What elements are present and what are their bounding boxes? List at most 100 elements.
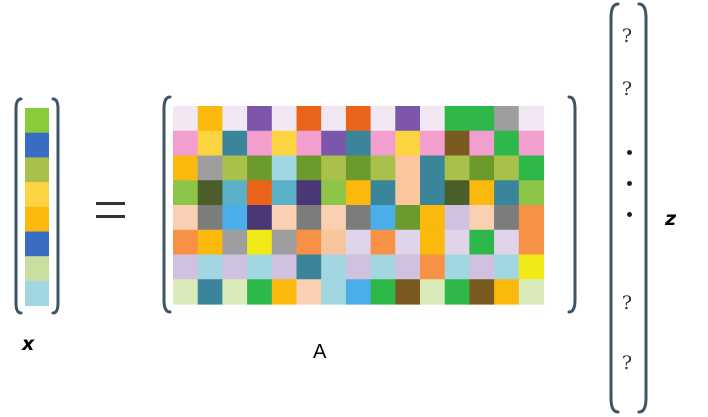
matrix-a-cell — [321, 205, 347, 231]
x-vector-label: x — [22, 333, 35, 355]
matrix-a-cell — [222, 205, 248, 231]
matrix-a-cell — [395, 106, 421, 132]
x-vector-brackets — [14, 97, 60, 315]
matrix-a-cell — [321, 106, 347, 132]
matrix-a-cell — [370, 205, 396, 231]
matrix-a-left-bracket — [162, 95, 172, 314]
matrix-a-cell — [420, 106, 446, 132]
matrix-a-cell — [444, 254, 470, 280]
matrix-a-cell — [197, 254, 223, 280]
matrix-a-cell — [518, 205, 545, 231]
matrix-a-cell — [370, 180, 396, 206]
matrix-a-cell — [395, 180, 421, 206]
matrix-a-cell — [444, 229, 470, 256]
matrix-a-cell — [197, 155, 223, 181]
z-vector-right-bracket — [637, 2, 648, 414]
matrix-a-cell — [345, 106, 372, 132]
matrix-a-cell — [494, 254, 520, 280]
matrix-a-cell — [518, 229, 545, 256]
matrix-a-cell — [345, 205, 372, 231]
matrix-a-cell — [321, 229, 347, 256]
matrix-a-cell — [222, 106, 248, 132]
matrix-a-cell — [197, 279, 223, 305]
matrix-a-cell — [494, 205, 520, 231]
matrix-a-cell — [173, 205, 199, 231]
matrix-a-cell — [420, 254, 446, 280]
matrix-a-cell — [296, 155, 322, 181]
matrix-a-cell — [173, 155, 199, 181]
matrix-a-cell — [345, 254, 372, 280]
matrix-a-cell — [370, 279, 396, 305]
matrix-a-cell — [395, 279, 421, 305]
matrix-a-cell — [469, 254, 495, 280]
z-vector-brackets — [609, 2, 648, 414]
matrix-a-cell — [197, 106, 223, 132]
x-vector-cell — [25, 280, 49, 307]
matrix-a-cell — [247, 205, 273, 231]
z-entry-n-1: ? — [621, 292, 633, 314]
matrix-a-cell — [469, 106, 495, 132]
matrix-a-right-bracket — [567, 95, 577, 314]
matrix-a-cell — [173, 180, 199, 206]
matrix-a-cell — [197, 229, 223, 256]
matrix-a-cell — [370, 130, 396, 157]
matrix-a-cell — [321, 155, 347, 181]
matrix-a-cell — [444, 180, 470, 206]
matrix-a-cell — [494, 229, 520, 256]
matrix-a-cell — [494, 180, 520, 206]
matrix-a-cell — [444, 155, 470, 181]
x-vector-cell — [25, 108, 49, 134]
matrix-a-cell — [173, 106, 199, 132]
matrix-a-cell — [271, 180, 298, 206]
matrix-a-cell — [420, 279, 446, 305]
matrix-a-cell — [494, 106, 520, 132]
matrix-a-cell — [296, 106, 322, 132]
equals-sign — [96, 202, 125, 218]
matrix-a-cell — [296, 205, 322, 231]
matrix-a-cell — [271, 279, 298, 305]
matrix-a-cell — [345, 130, 372, 157]
matrix-a-cell — [345, 155, 372, 181]
z-ellipsis-dot — [627, 212, 632, 217]
matrix-a-cell — [345, 229, 372, 256]
matrix-a-cell — [345, 279, 372, 305]
z-ellipsis-dot — [627, 150, 632, 155]
matrix-a-cell — [197, 180, 223, 206]
matrix-a-cell — [222, 254, 248, 280]
z-entry-n: ? — [621, 352, 633, 374]
matrix-a-cell — [420, 229, 446, 256]
matrix-a-cell — [222, 180, 248, 206]
matrix-a-cell — [321, 279, 347, 305]
matrix-a-cell — [395, 229, 421, 256]
matrix-a-cell — [247, 279, 273, 305]
matrix-a-cell — [420, 205, 446, 231]
matrix-a-cell — [222, 155, 248, 181]
matrix-a-cell — [247, 229, 273, 256]
matrix-a-cell — [271, 254, 298, 280]
z-ellipsis-dot — [627, 181, 632, 186]
matrix-a-cell — [247, 254, 273, 280]
matrix-a-cell — [173, 254, 199, 280]
matrix-a-cell — [173, 229, 199, 256]
matrix-a-cell — [469, 180, 495, 206]
x-vector-cell — [25, 256, 49, 282]
matrix-a-cell — [395, 205, 421, 231]
matrix-a-cell — [494, 279, 520, 305]
x-vector-cell — [25, 182, 49, 208]
x-vector-cell — [25, 157, 49, 183]
matrix-a-label: A — [313, 341, 327, 363]
matrix-a-cell — [395, 254, 421, 280]
matrix-a-cell — [345, 180, 372, 206]
matrix-a-cell — [370, 106, 396, 132]
matrix-a-cell — [296, 229, 322, 256]
matrix-a-cell — [321, 180, 347, 206]
x-vector — [25, 108, 49, 307]
matrix-a-cell — [173, 130, 199, 157]
matrix-a-cell — [321, 130, 347, 157]
matrix-a-cell — [469, 155, 495, 181]
matrix-a-cell — [271, 155, 298, 181]
matrix-a-cell — [247, 180, 273, 206]
matrix-a-cell — [518, 254, 545, 280]
matrix-a-cell — [296, 180, 322, 206]
